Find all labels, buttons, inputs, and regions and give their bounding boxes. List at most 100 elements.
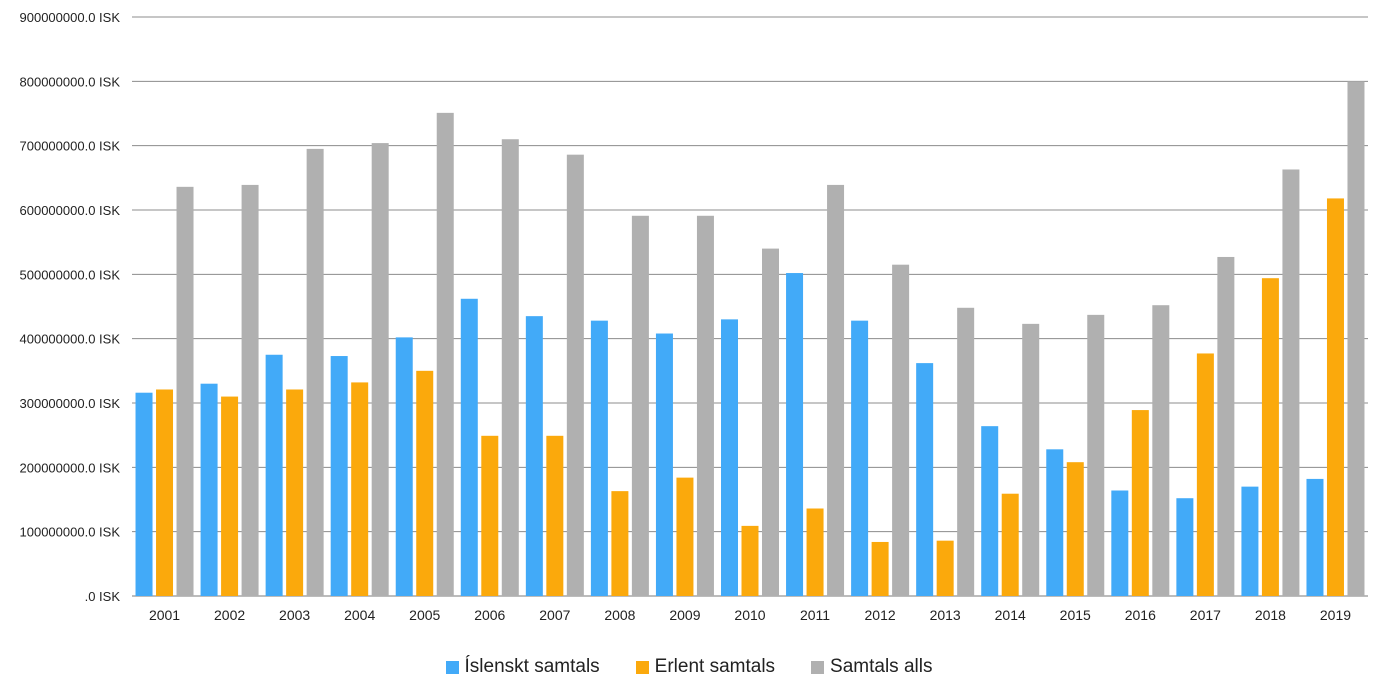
x-tick-label: 2018 [1255, 607, 1286, 623]
x-tick-label: 2011 [800, 607, 830, 623]
bar-erlent-2015 [1066, 462, 1084, 596]
y-tick-label: 300000000.0 ISK [20, 396, 121, 411]
y-tick-label: .0 ISK [85, 589, 121, 604]
bar-samtals-2011 [827, 184, 845, 596]
bar-samtals-2006 [501, 139, 519, 596]
bar-samtals-2010 [762, 248, 779, 596]
y-tick-label: 600000000.0 ISK [20, 203, 121, 218]
legend: Íslenskt samtals Erlent samtals Samtals … [0, 654, 1378, 680]
legend-label-islenskt: Íslenskt samtals [464, 656, 600, 677]
x-tick-label: 2015 [1060, 607, 1091, 623]
bar-islenskt-2009 [655, 333, 673, 596]
y-tick-label: 100000000.0 ISK [20, 525, 121, 540]
bar-erlent-2001 [156, 389, 174, 596]
bar-islenskt-2018 [1241, 486, 1259, 596]
bar-erlent-2007 [546, 435, 564, 596]
bar-islenskt-2002 [200, 383, 218, 596]
bar-islenskt-2010 [721, 319, 738, 596]
x-tick-label: 2008 [604, 607, 635, 623]
bar-erlent-2002 [221, 396, 239, 596]
bar-islenskt-2019 [1306, 478, 1324, 596]
x-axis-ticks: 2001 2002 2003 2004 2005 2006 2007 2008 2009 2010… [149, 607, 1351, 623]
bar-samtals-2018 [1282, 169, 1300, 596]
x-tick-label: 2002 [214, 607, 245, 623]
x-tick-label: 2013 [930, 607, 961, 623]
x-tick-label: 2005 [409, 607, 440, 623]
x-tick-label: 2004 [344, 607, 375, 623]
bar-islenskt-2011 [786, 273, 804, 596]
bar-islenskt-2005 [395, 337, 413, 596]
x-tick-label: 2017 [1190, 607, 1221, 623]
y-tick-label: 700000000.0 ISK [20, 139, 121, 154]
bar-erlent-2014 [1001, 493, 1019, 596]
bar-samtals-2013 [957, 307, 975, 596]
bars [135, 81, 1365, 597]
bar-erlent-2019 [1326, 198, 1344, 597]
legend-item-erlent: Erlent samtals [635, 656, 776, 678]
bar-samtals-2019 [1347, 81, 1365, 597]
bar-erlent-2005 [416, 370, 434, 596]
y-tick-label: 200000000.0 ISK [20, 460, 121, 475]
bar-islenskt-2008 [590, 320, 608, 596]
x-tick-label: 2014 [995, 607, 1026, 623]
bar-samtals-2004 [371, 143, 389, 597]
bar-erlent-2004 [351, 382, 369, 596]
bar-samtals-2012 [892, 264, 910, 596]
bar-islenskt-2004 [330, 356, 348, 596]
y-tick-label: 800000000.0 ISK [20, 74, 121, 89]
bar-samtals-2001 [176, 186, 194, 596]
bar-samtals-2009 [696, 215, 714, 597]
legend-swatch-erlent [635, 660, 649, 674]
bar-erlent-2010 [741, 525, 759, 596]
x-tick-label: 2019 [1320, 607, 1351, 623]
bar-samtals-2007 [566, 154, 584, 596]
bar-islenskt-2001 [135, 392, 153, 596]
x-tick-label: 2010 [734, 607, 765, 623]
x-tick-label: 2016 [1125, 607, 1156, 623]
y-tick-label: 400000000.0 ISK [20, 332, 121, 347]
legend-swatch-islenskt [445, 660, 459, 674]
x-tick-label: 2009 [669, 607, 700, 623]
bar-islenskt-2007 [525, 316, 543, 596]
x-tick-label: 2012 [865, 607, 896, 623]
bar-erlent-2017 [1196, 353, 1214, 596]
bar-samtals-2016 [1152, 305, 1170, 596]
legend-label-samtals: Samtals alls [830, 656, 933, 677]
bar-samtals-2014 [1022, 323, 1040, 596]
bar-samtals-2002 [241, 184, 259, 596]
bar-samtals-2015 [1087, 314, 1105, 596]
bar-islenskt-2015 [1046, 449, 1064, 596]
bar-islenskt-2003 [265, 354, 283, 596]
legend-label-erlent: Erlent samtals [654, 656, 776, 677]
x-tick-label: 2006 [474, 607, 505, 623]
bar-erlent-2009 [676, 477, 694, 596]
y-axis-ticks: .0 ISK 100000000.0 ISK 200000000.0 ISK 3000… [20, 10, 121, 604]
bar-erlent-2008 [611, 491, 629, 596]
bar-islenskt-2006 [460, 298, 478, 596]
bar-samtals-2008 [631, 215, 649, 597]
bar-erlent-2011 [806, 508, 824, 596]
y-tick-label: 500000000.0 ISK [20, 267, 121, 282]
bar-erlent-2003 [286, 389, 304, 596]
bar-samtals-2005 [436, 112, 454, 597]
bar-samtals-2017 [1217, 256, 1235, 596]
bar-erlent-2016 [1131, 410, 1149, 596]
x-tick-label: 2003 [279, 607, 310, 623]
bar-chart: .0 ISK 100000000.0 ISK 200000000.0 ISK 3000… [20, 10, 1368, 623]
bar-islenskt-2014 [981, 426, 999, 596]
x-tick-label: 2001 [149, 607, 180, 623]
bar-erlent-2013 [936, 540, 954, 596]
x-tick-label: 2007 [539, 607, 570, 623]
legend-item-samtals: Samtals alls [811, 656, 932, 678]
bar-samtals-2003 [306, 148, 324, 596]
bar-erlent-2006 [481, 435, 499, 596]
bar-islenskt-2017 [1176, 498, 1194, 596]
bar-erlent-2012 [871, 541, 889, 596]
legend-item-islenskt: Íslenskt samtals [445, 656, 600, 678]
legend-swatch-samtals [811, 660, 825, 674]
bar-islenskt-2016 [1111, 490, 1129, 596]
bar-islenskt-2013 [916, 363, 934, 596]
bar-islenskt-2012 [851, 320, 869, 596]
y-tick-label: 900000000.0 ISK [20, 10, 121, 25]
bar-erlent-2018 [1261, 278, 1279, 596]
